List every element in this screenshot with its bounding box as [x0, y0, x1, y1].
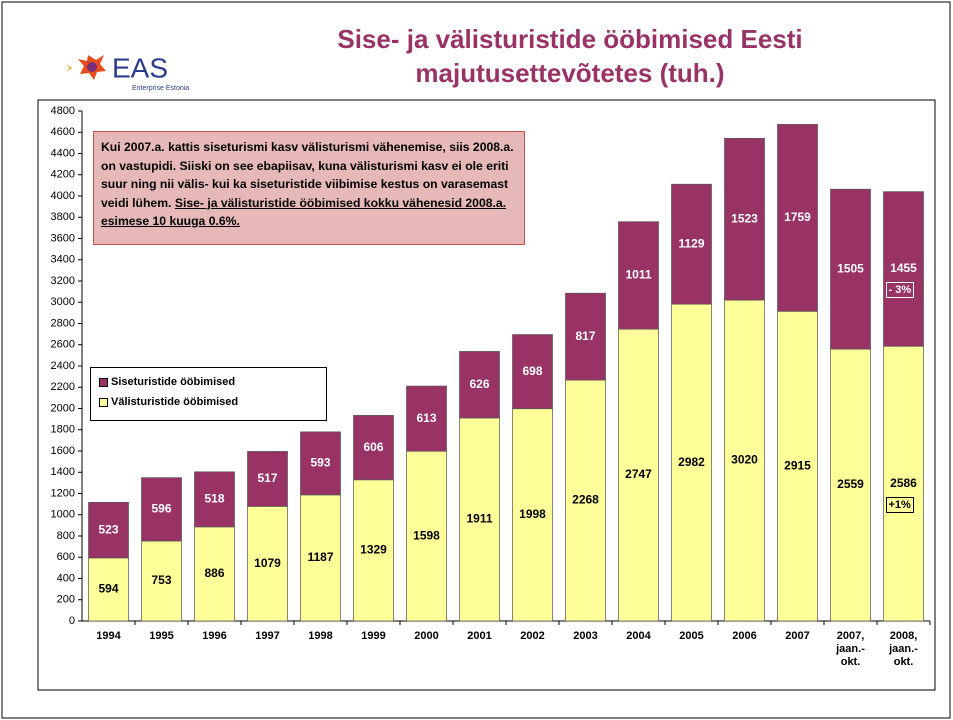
- x-tick-label: 1997: [240, 630, 296, 643]
- data-label: 1455: [890, 261, 917, 275]
- legend: Siseturistide ööbimised Välisturistide öö…: [90, 367, 327, 421]
- y-tick-label: 1600: [51, 445, 75, 457]
- y-tick-label: 4200: [51, 169, 75, 181]
- change-label: - 3%: [886, 282, 915, 298]
- x-tick-label: 2007, jaan.- okt.: [823, 630, 879, 669]
- y-tick-label: 3600: [51, 232, 75, 244]
- data-label: 613: [416, 411, 436, 425]
- data-label: 518: [204, 492, 224, 506]
- data-label: 698: [522, 364, 542, 378]
- data-label: 1911: [466, 512, 492, 526]
- data-label: 1187: [307, 550, 333, 564]
- y-tick-label: 1000: [51, 509, 75, 521]
- x-tick-label: 1995: [134, 630, 190, 643]
- y-tick-label: 4600: [51, 126, 75, 138]
- data-label: 2982: [678, 455, 705, 469]
- x-tick-label: 1994: [81, 630, 137, 643]
- data-label: 594: [98, 582, 118, 596]
- x-tick-label: 2007: [770, 630, 826, 643]
- logo-mark: [66, 55, 106, 80]
- data-label: 2747: [625, 467, 652, 481]
- x-tick-label: 2002: [505, 630, 561, 643]
- y-tick-label: 2000: [51, 402, 75, 414]
- y-tick-label: 2800: [51, 317, 75, 329]
- data-label: 596: [151, 502, 171, 516]
- data-label: 1011: [625, 268, 651, 282]
- y-tick-label: 2400: [51, 360, 75, 372]
- y-tick-label: 2200: [51, 381, 75, 393]
- y-tick-label: 4000: [51, 190, 75, 202]
- y-tick-label: 4800: [51, 105, 75, 117]
- y-tick-label: 600: [57, 551, 75, 563]
- x-tick-label: 1998: [293, 630, 349, 643]
- data-label: 1998: [519, 507, 546, 521]
- data-label: 2268: [572, 493, 599, 507]
- data-label: 817: [575, 329, 595, 343]
- y-tick-label: 1200: [51, 487, 75, 499]
- y-tick-label: 2600: [51, 339, 75, 351]
- data-label: 593: [310, 456, 330, 470]
- legend-item: Välisturistide ööbimised: [99, 396, 238, 408]
- y-tick-label: 3400: [51, 254, 75, 266]
- data-label: 517: [257, 471, 277, 485]
- data-label: 1523: [731, 211, 758, 225]
- legend-swatch: [99, 398, 108, 407]
- y-tick-label: 3200: [51, 275, 75, 287]
- legend-item: Siseturistide ööbimised: [99, 376, 235, 388]
- data-label: 1759: [784, 210, 811, 224]
- x-tick-label: 2003: [558, 630, 614, 643]
- x-tick-label: 2001: [452, 630, 508, 643]
- data-label: 1329: [360, 543, 387, 557]
- logo-subtitle: Enterprise Estonia: [132, 85, 189, 92]
- data-label: 2915: [784, 458, 811, 472]
- y-tick-label: 3800: [51, 211, 75, 223]
- chart-title: Sise- ja välisturistide ööbimised Eesti …: [230, 22, 910, 90]
- y-tick-label: 0: [69, 615, 75, 627]
- data-label: 2559: [837, 477, 864, 491]
- logo-name: EAS: [112, 52, 168, 83]
- data-label: 3020: [731, 453, 758, 467]
- slide: EAS Enterprise Estonia 0 200 400 600 800 1000…: [0, 0, 953, 720]
- x-tick-label: 1996: [187, 630, 243, 643]
- x-tick-label: 2000: [399, 630, 455, 643]
- x-tick-label: 1999: [346, 630, 402, 643]
- y-tick-label: 200: [57, 594, 75, 606]
- data-label: 753: [151, 573, 171, 587]
- change-label: +1%: [886, 497, 914, 513]
- legend-label: Siseturistide ööbimised: [111, 376, 235, 388]
- y-tick-label: 3000: [51, 296, 75, 308]
- chart: EAS Enterprise Estonia 0 200 400 600 800 1000…: [0, 0, 953, 720]
- data-label: 1505: [837, 261, 864, 275]
- data-label: 1598: [413, 528, 440, 542]
- y-tick-label: 1400: [51, 466, 75, 478]
- legend-swatch: [99, 378, 108, 387]
- y-tick-label: 800: [57, 530, 75, 542]
- data-label: 626: [469, 377, 489, 391]
- data-label: 1079: [254, 556, 281, 570]
- y-tick-label: 400: [57, 572, 75, 584]
- x-tick-label: 2004: [611, 630, 667, 643]
- legend-label: Välisturistide ööbimised: [111, 396, 238, 408]
- x-tick-label: 2005: [664, 630, 720, 643]
- y-tick-label: 1800: [51, 424, 75, 436]
- y-tick-label: 4400: [51, 147, 75, 159]
- data-label: 2586: [890, 476, 917, 490]
- data-label: 886: [204, 566, 224, 580]
- data-label: 1129: [678, 236, 704, 250]
- data-label: 606: [363, 440, 383, 454]
- x-tick-label: 2006: [717, 630, 773, 643]
- data-label: 523: [98, 522, 118, 536]
- x-tick-label: 2008, jaan.- okt.: [876, 630, 932, 669]
- annotation: Kui 2007.a. kattis siseturismi kasv väli…: [93, 131, 525, 245]
